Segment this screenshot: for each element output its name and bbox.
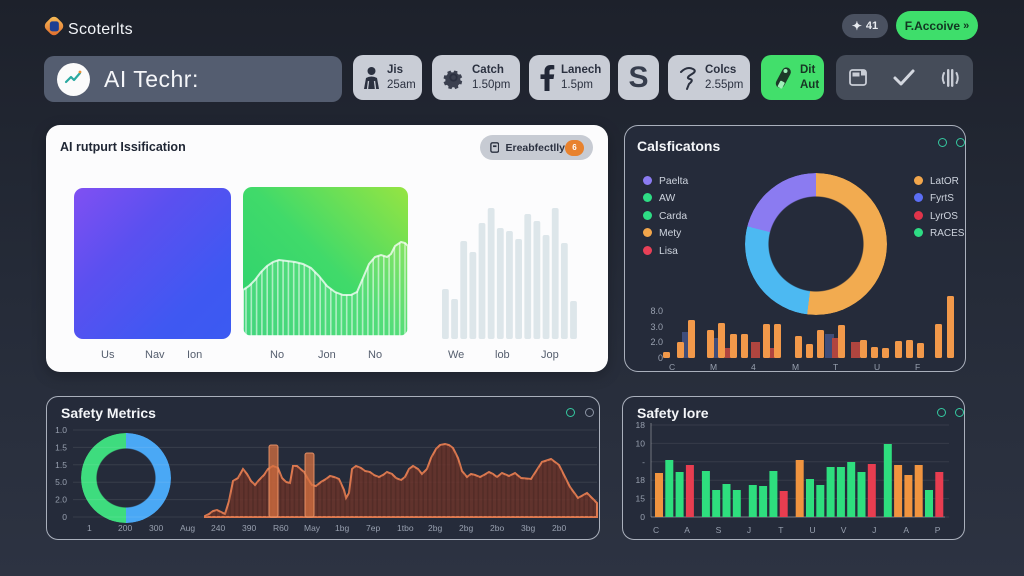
svg-text:2bg: 2bg	[459, 523, 473, 533]
svg-text:A: A	[684, 525, 690, 535]
svg-text:1tbo: 1tbo	[397, 523, 414, 533]
svg-text:-: -	[642, 457, 645, 467]
svg-text:200: 200	[118, 523, 132, 533]
svg-text:R60: R60	[273, 523, 289, 533]
svg-text:15: 15	[636, 494, 646, 504]
svg-text:May: May	[304, 523, 321, 533]
svg-text:U: U	[874, 362, 880, 372]
svg-text:M: M	[792, 362, 799, 372]
svg-text:0: 0	[62, 512, 67, 522]
svg-text:V: V	[841, 525, 847, 535]
svg-text:M: M	[710, 362, 717, 372]
svg-text:2b0: 2b0	[552, 523, 566, 533]
svg-text:A: A	[903, 525, 909, 535]
svg-text:2.0: 2.0	[55, 495, 67, 505]
svg-text:18: 18	[636, 420, 646, 430]
svg-text:C: C	[653, 525, 659, 535]
svg-text:10: 10	[636, 438, 646, 448]
svg-text:F: F	[915, 362, 920, 372]
svg-text:1bg: 1bg	[335, 523, 349, 533]
svg-text:2bg: 2bg	[428, 523, 442, 533]
svg-text:S: S	[716, 525, 722, 535]
svg-text:1.0: 1.0	[55, 425, 67, 435]
svg-text:1.5: 1.5	[55, 442, 67, 452]
svg-text:5.0: 5.0	[55, 477, 67, 487]
svg-text:7ep: 7ep	[366, 523, 380, 533]
svg-text:2bo: 2bo	[490, 523, 504, 533]
svg-text:U: U	[810, 525, 816, 535]
svg-text:T: T	[778, 525, 783, 535]
svg-text:300: 300	[149, 523, 163, 533]
svg-text:0: 0	[640, 512, 645, 522]
svg-text:240: 240	[211, 523, 225, 533]
svg-text:3bg: 3bg	[521, 523, 535, 533]
svg-text:1.5: 1.5	[55, 460, 67, 470]
svg-text:P: P	[935, 525, 941, 535]
svg-text:J: J	[747, 525, 751, 535]
svg-text:J: J	[872, 525, 876, 535]
svg-text:Aug: Aug	[180, 523, 195, 533]
svg-text:C: C	[669, 362, 675, 372]
svg-text:T: T	[833, 362, 838, 372]
svg-text:18: 18	[636, 475, 646, 485]
svg-text:390: 390	[242, 523, 256, 533]
svg-text:4: 4	[751, 362, 756, 372]
svg-text:1: 1	[87, 523, 92, 533]
